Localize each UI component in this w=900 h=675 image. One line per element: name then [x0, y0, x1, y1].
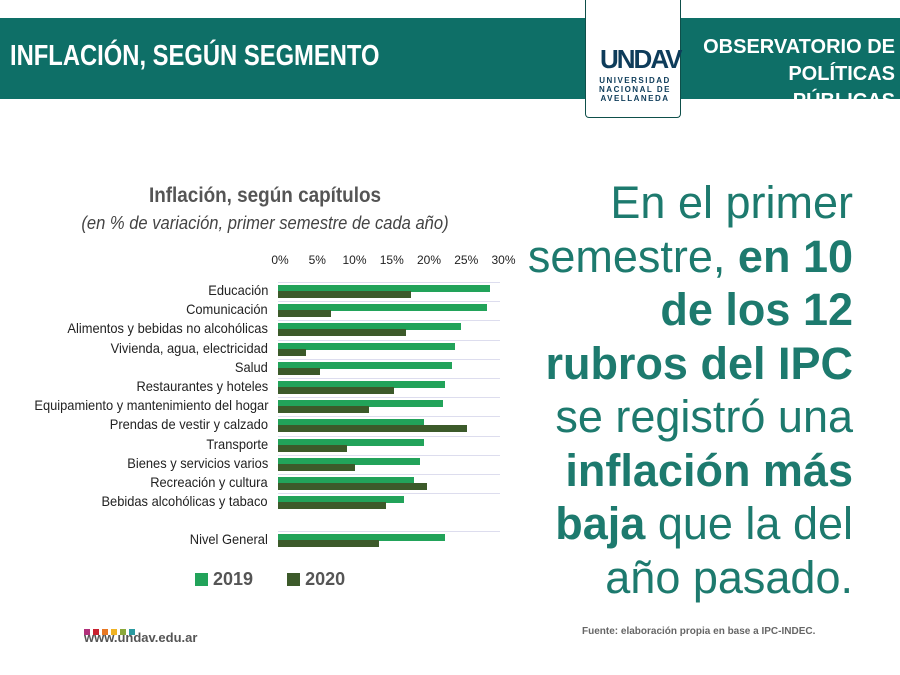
category-label: Restaurantes y hoteles — [136, 378, 268, 394]
bar-2020 — [278, 310, 331, 318]
gridline — [278, 454, 500, 456]
bar-2020 — [278, 387, 395, 394]
observatorio-label: OBSERVATORIO DE POLÍTICAS PÚBLICAS — [690, 34, 895, 115]
gridline — [278, 320, 500, 322]
gridline — [278, 474, 500, 475]
legend-swatch-2019 — [195, 572, 208, 586]
category-label: Comunicación — [186, 301, 268, 318]
headline-message: En el primer semestre, en 10 de los 12 r… — [523, 176, 853, 604]
gridline — [278, 339, 500, 341]
bar-2020 — [278, 444, 348, 452]
brand-square — [102, 629, 108, 635]
bar-2020 — [278, 367, 321, 375]
category-label: Bienes y servicios varios — [126, 454, 268, 471]
bar-2019 — [278, 361, 453, 369]
bar-2019 — [278, 534, 445, 541]
category-label: Salud — [235, 358, 268, 375]
category-label: Equipamiento y mantenimiento del hogar — [33, 397, 268, 414]
x-tick-label: 30% — [491, 253, 516, 267]
category-label: Transporte — [206, 435, 268, 452]
bar-2019 — [278, 285, 491, 292]
category-label: Alimentos y bebidas no alcohólicas — [67, 320, 268, 337]
brand-squares — [84, 622, 138, 640]
x-tick-label: 25% — [454, 253, 479, 267]
gridline — [278, 397, 500, 399]
logo-mark: UNDAV — [600, 44, 683, 74]
bar-2020 — [278, 540, 380, 547]
chart-subtitle: (en % de variación, primer semestre de c… — [81, 213, 449, 233]
bar-2020 — [278, 425, 468, 433]
gridline — [278, 416, 500, 418]
msg-part: se registró una — [555, 391, 853, 442]
header-bar — [0, 18, 900, 99]
brand-square — [129, 629, 135, 635]
brand-square — [84, 629, 90, 635]
website-link[interactable]: www.undav.edu.ar — [84, 630, 198, 645]
gridline — [278, 493, 500, 495]
logo-subtitle: UNIVERSIDAD NACIONAL DE AVELLANEDA — [599, 76, 671, 103]
x-tick-label: 5% — [308, 253, 326, 267]
bar-2019 — [278, 304, 488, 312]
source-note: Fuente: elaboración propia en base a IPC… — [582, 626, 816, 637]
category-label: Prendas de vestir y calzado — [109, 416, 268, 433]
msg-bold: en 10 de los 12 rubros del IPC — [545, 230, 853, 389]
bar-2020 — [278, 291, 412, 298]
legend-label-2020: 2020 — [305, 568, 346, 589]
brand-square — [120, 629, 126, 635]
bar-2019 — [278, 496, 404, 504]
category-label: Recreación y cultura — [150, 474, 268, 490]
bar-2020 — [278, 502, 387, 510]
msg-bold: inflación más baja — [555, 444, 853, 550]
category-label: Bebidas alcohólicas y tabaco — [101, 493, 268, 510]
x-tick-label: 15% — [379, 253, 404, 267]
bar-2020 — [278, 483, 427, 490]
brand-square — [111, 629, 117, 635]
category-label: Vivienda, agua, electricidad — [110, 339, 268, 356]
bar-2020 — [278, 406, 369, 414]
bar-2020 — [278, 463, 355, 471]
category-label: Educación — [207, 282, 268, 298]
undav-logo: UNDAV UNIVERSIDAD NACIONAL DE AVELLANEDA — [585, 0, 683, 118]
gridline — [278, 531, 500, 532]
bar-2019 — [278, 419, 425, 427]
page-title: INFLACIÓN, SEGÚN SEGMENTO — [10, 40, 380, 72]
category-label: Nivel General — [189, 531, 268, 547]
bar-2020 — [278, 329, 407, 337]
gridline — [278, 282, 500, 283]
legend-label-2019: 2019 — [213, 568, 254, 589]
brand-square — [93, 629, 99, 635]
obs-line2: POLÍTICAS PÚBLICAS — [788, 63, 895, 112]
gridline — [278, 378, 500, 379]
chart-legend: 2019 2020 — [195, 568, 345, 590]
msg-part: En el primer semestre, — [527, 177, 853, 282]
gridline — [278, 301, 500, 303]
gridline — [278, 435, 500, 437]
bar-2019 — [278, 438, 425, 446]
bar-2019 — [278, 381, 445, 388]
legend-swatch-2020 — [287, 572, 301, 586]
bar-2019 — [278, 400, 444, 408]
bar-2019 — [278, 477, 414, 484]
x-tick-label: 0% — [271, 253, 289, 267]
obs-line1: OBSERVATORIO DE — [703, 36, 895, 58]
msg-part: que la del año pasado. — [605, 498, 853, 603]
bar-2019 — [278, 323, 462, 331]
chart-title: Inflación, según capítulos — [148, 184, 382, 207]
x-tick-label: 10% — [342, 253, 367, 267]
gridline — [278, 358, 500, 360]
x-tick-label: 20% — [416, 253, 442, 267]
bar-2019 — [278, 342, 456, 350]
bar-2019 — [278, 457, 421, 465]
bar-2020 — [278, 348, 306, 356]
